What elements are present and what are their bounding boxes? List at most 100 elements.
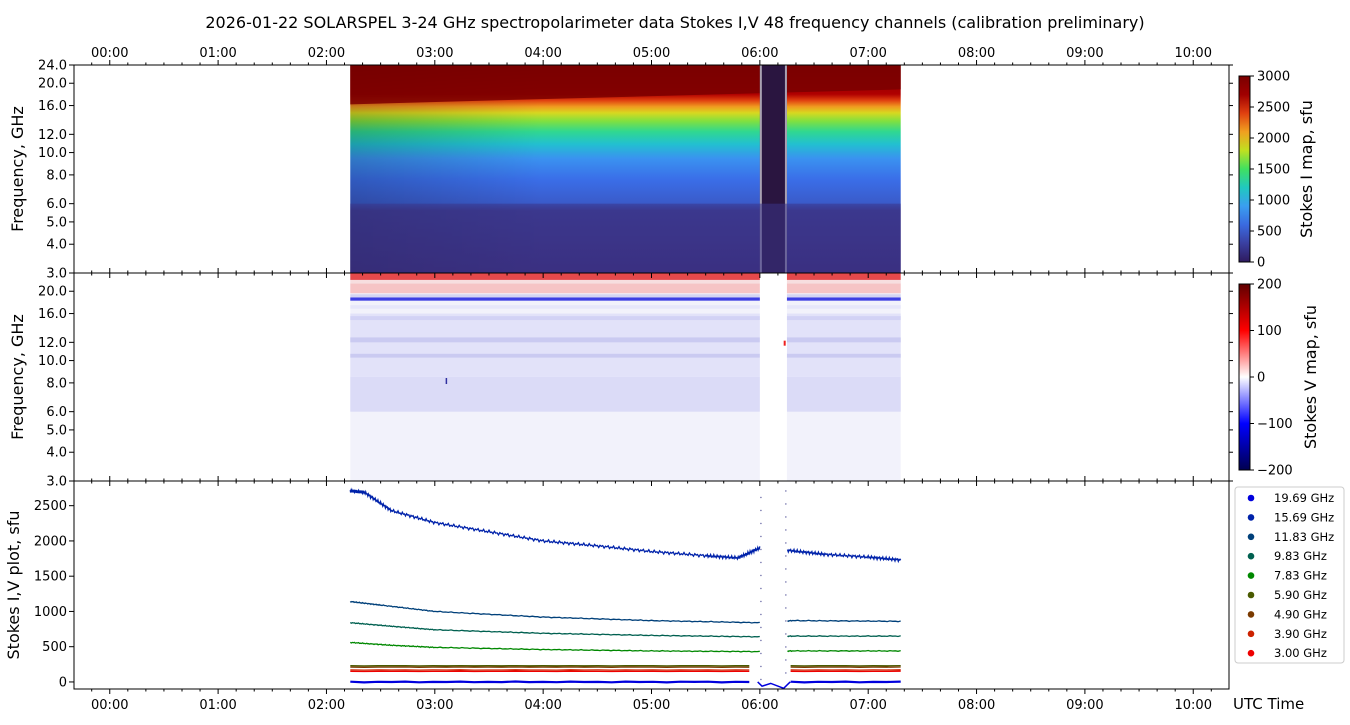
stokes-v-y-tick-label: 5.0	[46, 423, 67, 438]
stokes-v-y-tick-label: 3.0	[46, 475, 67, 490]
gap-noise-dot	[785, 607, 787, 609]
stokes-v-data-gap	[759, 273, 787, 481]
stokes-v-speck	[445, 378, 448, 385]
legend-marker	[1247, 514, 1255, 521]
stokes-v-y-tick-label: 10.0	[38, 354, 67, 369]
stokes-i-colorbar: 3000 2500 2000 1500 1000 500 0 Stokes I map, s…	[1238, 70, 1316, 271]
stokes-v-band	[350, 353, 901, 358]
stokes-v-heatmap	[350, 273, 901, 481]
legend-marker	[1247, 494, 1255, 502]
stokes-v-y-tick-label: 4.0	[46, 446, 67, 461]
gap-noise-dot	[785, 555, 787, 557]
stokes-i-y-tick-label: 20.0	[38, 77, 67, 92]
gap-noise-dot	[785, 529, 787, 531]
gap-noise-dot	[760, 665, 762, 668]
stokes-v-y-tick-label: 20.0	[38, 285, 67, 300]
gap-noise-dot	[785, 490, 787, 492]
stokes-v-y-tick-label: 12.0	[38, 336, 67, 351]
stokes-v-band	[350, 273, 901, 280]
plot-y-tick-label: 2500	[34, 499, 67, 514]
figure-title: 2026-01-22 SOLARSPEL 3-24 GHz spectropol…	[205, 13, 1144, 32]
plot-y-tick-label: 1500	[34, 570, 67, 585]
bottom-time-tick-label: 05:00	[633, 698, 670, 713]
stokes-v-colorbar-ticks: 200 100 0 −100 −200	[1250, 278, 1293, 479]
stokes-iv-plot-panel: 2500 2000 1500 1000 500 0 Stokes I,V plot, sf…	[4, 480, 1230, 690]
series-line-9.83-ghz	[787, 635, 901, 638]
series-line-19.69-ghz	[350, 680, 750, 684]
stokes-i-y-tick-label: 4.0	[46, 238, 67, 253]
top-time-tick-label: 05:00	[633, 46, 670, 61]
top-time-tick-label: 09:00	[1066, 46, 1103, 61]
legend-marker	[1247, 591, 1255, 599]
bottom-time-tick-label: 06:00	[741, 698, 778, 713]
legend-items: 19.69 GHz 15.69 GHz 11.83 GHz 9.83 GHz 7.83 …	[1247, 491, 1334, 660]
gap-noise-dot	[785, 633, 787, 635]
stokes-v-band	[350, 313, 901, 377]
stokes-i-y-axis: 24.0 20.0 16.0 12.0 10.0 8.0 6.0 5.0 4.0 3.0	[38, 59, 1233, 282]
stokes-v-y-tick-label: 16.0	[38, 307, 67, 322]
legend-label: 11.83 GHz	[1274, 530, 1334, 544]
legend-label: 3.90 GHz	[1274, 627, 1327, 641]
stokes-i-y-tick-label: 5.0	[46, 215, 67, 230]
legend-marker	[1247, 630, 1255, 638]
stokes-i-y-tick-label: 3.0	[46, 267, 67, 282]
stokes-i-colorbar-tick-label: 1500	[1257, 163, 1290, 178]
bottom-time-tick-label: 02:00	[308, 698, 345, 713]
bottom-time-axis: 00:00 01:00 02:00 03:00 04:00 05:00 06:00 07:00…	[91, 273, 1212, 713]
stokes-v-band	[350, 279, 901, 284]
gap-noise-dot	[760, 678, 762, 681]
bottom-time-tick-label: 10:00	[1175, 698, 1212, 713]
gap-noise-dot	[760, 613, 762, 616]
plot-y-tick-label: 0	[59, 675, 67, 690]
stokes-i-colorbar-tick-label: 500	[1257, 225, 1282, 240]
stokes-i-y-tick-label: 10.0	[38, 146, 67, 161]
gap-noise-dot	[785, 542, 787, 544]
legend-marker	[1247, 611, 1255, 618]
utc-time-label: UTC Time	[1233, 695, 1304, 713]
stokes-v-ylabel: Frequency, GHz	[8, 314, 27, 440]
stokes-v-y-tick-label: 8.0	[46, 376, 67, 391]
bottom-time-tick-label: 09:00	[1066, 698, 1103, 713]
stokes-i-colorbar-tick-label: 2000	[1257, 132, 1290, 147]
series-line-11.83-ghz	[349, 600, 760, 624]
series-line-15.69-ghz	[349, 487, 761, 561]
gap-noise-dot	[760, 600, 762, 603]
stokes-i-low-band	[350, 203, 901, 273]
gap-noise-dot	[760, 574, 762, 577]
gap-noise-dot	[760, 639, 762, 642]
gap-noise-dot	[785, 659, 787, 661]
stokes-v-band	[350, 294, 901, 298]
stokes-v-band	[350, 337, 901, 343]
bottom-time-tick-label: 01:00	[199, 698, 236, 713]
stokes-i-y-tick-label: 6.0	[46, 197, 67, 212]
bottom-time-tick-label: 08:00	[958, 698, 995, 713]
series-line-7.83-ghz	[349, 641, 760, 653]
stokes-i-gap-edge-left	[759, 65, 762, 273]
gap-noise-dot	[785, 581, 787, 583]
stokes-v-y-axis: 20.0 16.0 12.0 10.0 8.0 6.0 5.0 4.0 3.0	[38, 285, 1233, 490]
gap-noise-dot	[760, 626, 762, 629]
stokes-i-colorbar-tick-label: 0	[1257, 256, 1265, 271]
stokes-v-colorbar-tick-label: 0	[1257, 371, 1265, 386]
stokes-v-band	[350, 316, 901, 321]
gap-noise-dot	[760, 522, 762, 525]
plot-gap	[760, 489, 786, 687]
gap-noise-dot	[785, 594, 787, 596]
series-line-19.69-ghz	[790, 680, 901, 684]
plot-y-tick-label: 1000	[34, 605, 67, 620]
bottom-time-tick-label: 03:00	[416, 698, 453, 713]
top-time-tick-label: 07:00	[849, 46, 886, 61]
legend-marker	[1247, 649, 1255, 657]
stokes-i-colorbar-tick-label: 2500	[1257, 101, 1290, 116]
stokes-i-map-panel: 24.0 20.0 16.0 12.0 10.0 8.0 6.0 5.0 4.0 3.0 Freq…	[8, 59, 1233, 282]
gap-noise-dot	[785, 503, 787, 505]
stokes-i-colorbar-tick-label: 3000	[1257, 70, 1290, 85]
top-time-tick-label: 08:00	[958, 46, 995, 61]
stokes-v-band	[350, 376, 901, 412]
stokes-i-y-tick-label: 8.0	[46, 168, 67, 183]
stokes-iv-plot-frame	[73, 480, 1230, 690]
stokes-i-y-tick-label: 24.0	[38, 59, 67, 74]
plot-y-tick-label: 2000	[34, 534, 67, 549]
gap-noise-dot	[760, 535, 762, 538]
